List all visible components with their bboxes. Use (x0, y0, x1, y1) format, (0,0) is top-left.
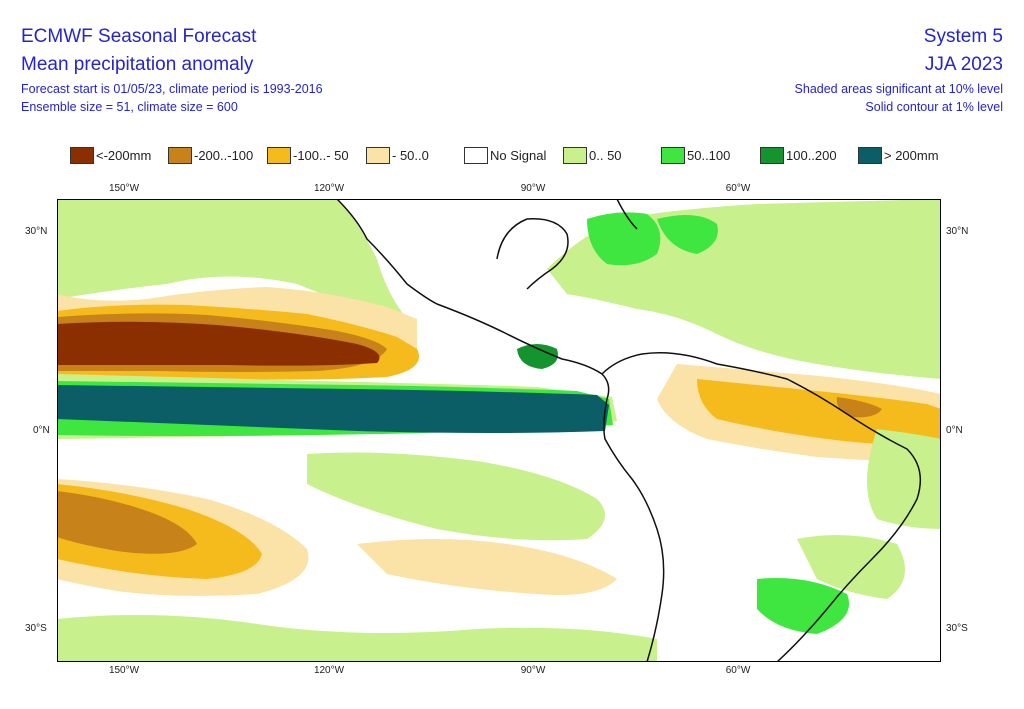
legend-item: -100..- 50 (267, 145, 349, 165)
light-green-region (57, 199, 407, 319)
lon-tick-label: 120°W (313, 183, 345, 194)
legend-label: <-200mm (96, 147, 152, 163)
ensemble-info: Ensemble size = 51, climate size = 600 (21, 100, 238, 114)
legend-item: - 50..0 (366, 145, 429, 165)
lon-tick-label: 90°W (520, 183, 546, 194)
season-label: JJA 2023 (924, 54, 1003, 75)
lat-tick-label: 30°S (946, 623, 968, 634)
significance-note: Shaded areas significant at 10% level (794, 82, 1003, 96)
moderate-dry-region (697, 379, 941, 445)
legend-item: 100..200 (760, 145, 837, 165)
legend-item: <-200mm (70, 145, 151, 165)
dry-region (836, 397, 882, 418)
map-frame (57, 199, 941, 662)
legend-item: > 200mm (858, 145, 939, 165)
green-region (587, 212, 661, 266)
lon-tick-label: 150°W (108, 665, 140, 676)
legend-swatch (366, 146, 390, 164)
coastlines (336, 199, 922, 662)
green-region (757, 578, 849, 634)
legend-label: 100..200 (786, 147, 837, 163)
dry-region (57, 491, 197, 554)
lon-tick-label: 90°W (520, 665, 546, 676)
legend-item: -200..-100 (168, 145, 253, 165)
green-region (657, 215, 718, 254)
legend-label: - 50..0 (392, 147, 429, 163)
lon-tick-label: 120°W (313, 665, 345, 676)
legend-swatch (267, 146, 291, 164)
lat-tick-label: 30°N (946, 226, 969, 237)
legend-swatch (70, 146, 94, 164)
lon-tick-label: 150°W (108, 183, 140, 194)
light-green-region (307, 452, 605, 541)
map-title: ECMWF Seasonal Forecast (21, 26, 257, 47)
gulf-of-mexico-coast (496, 218, 569, 290)
lon-tick-label: 60°W (725, 665, 751, 676)
color-legend: <-200mm -200..-100 -100..- 50 - 50..0 No… (0, 145, 1024, 167)
legend-swatch (661, 146, 685, 164)
legend-item: No Signal (464, 145, 546, 165)
precipitation-anomaly-map (57, 199, 941, 662)
legend-label: No Signal (490, 147, 547, 163)
legend-item: 50..100 (661, 145, 730, 165)
legend-swatch (168, 146, 192, 164)
contour-note: Solid contour at 1% level (865, 100, 1003, 114)
lat-tick-label: 0°N (946, 425, 963, 436)
florida-coast (616, 199, 638, 230)
very-dry-region (57, 321, 380, 366)
legend-swatch (858, 146, 882, 164)
lat-tick-label: 0°N (33, 425, 50, 436)
lon-tick-label: 60°W (725, 183, 751, 194)
legend-swatch (464, 146, 488, 164)
map-subtitle: Mean precipitation anomaly (21, 54, 254, 75)
south-america-east-coast (601, 352, 922, 662)
legend-label: > 200mm (884, 147, 939, 163)
lat-tick-label: 30°S (25, 623, 47, 634)
light-green-region (57, 615, 657, 662)
legend-swatch (563, 146, 587, 164)
legend-swatch (760, 146, 784, 164)
very-wet-region (57, 385, 609, 433)
legend-label: -200..-100 (194, 147, 254, 163)
legend-label: -100..- 50 (293, 147, 349, 163)
north-america-west-coast (336, 199, 603, 375)
forecast-start-info: Forecast start is 01/05/23, climate peri… (21, 82, 323, 96)
light-tan-region (357, 539, 617, 595)
dark-green-region (517, 344, 558, 369)
legend-label: 0.. 50 (589, 147, 622, 163)
legend-label: 50..100 (687, 147, 731, 163)
light-green-region (867, 429, 941, 529)
lat-tick-label: 30°N (25, 226, 48, 237)
legend-item: 0.. 50 (563, 145, 622, 165)
south-america-west-coast (601, 373, 665, 662)
light-green-region (797, 535, 905, 599)
system-label: System 5 (923, 26, 1003, 47)
